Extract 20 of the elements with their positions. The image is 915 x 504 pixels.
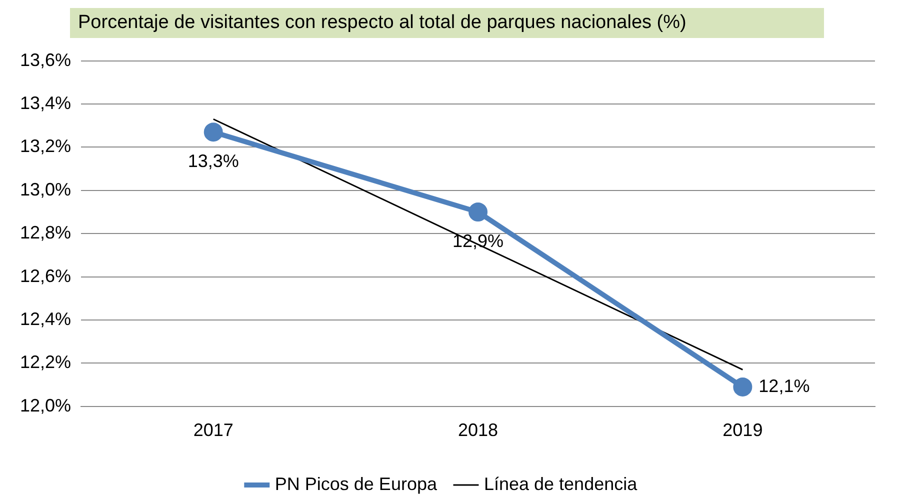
legend-label: Línea de tendencia — [484, 474, 638, 494]
y-tick-label: 12,0% — [20, 395, 72, 416]
y-tick-label: 13,4% — [20, 92, 72, 113]
y-tick-label: 12,4% — [20, 308, 72, 329]
point — [468, 202, 488, 222]
point — [204, 122, 223, 142]
y-tick-label: 12,8% — [20, 222, 72, 243]
y-tick-label: 13,6% — [20, 50, 72, 70]
x-tick-label: 2019 — [722, 420, 763, 440]
data-label: 12,1% — [758, 376, 810, 396]
y-tick-label: 13,2% — [20, 136, 72, 156]
y-tick-label: 12,6% — [20, 266, 72, 286]
data-label: 13,3% — [188, 151, 239, 172]
legend-label: PN Picos de Europa — [274, 474, 438, 494]
y-tick-label: 12,2% — [20, 352, 72, 372]
x-tick-label: 2017 — [193, 420, 234, 440]
chart-title: Porcentaje de visitantes con respecto al total de parques nacionales (%) — [70, 8, 824, 38]
point — [733, 377, 752, 396]
x-tick-label: 2018 — [458, 420, 498, 440]
y-tick-label: 13,0% — [20, 179, 72, 200]
